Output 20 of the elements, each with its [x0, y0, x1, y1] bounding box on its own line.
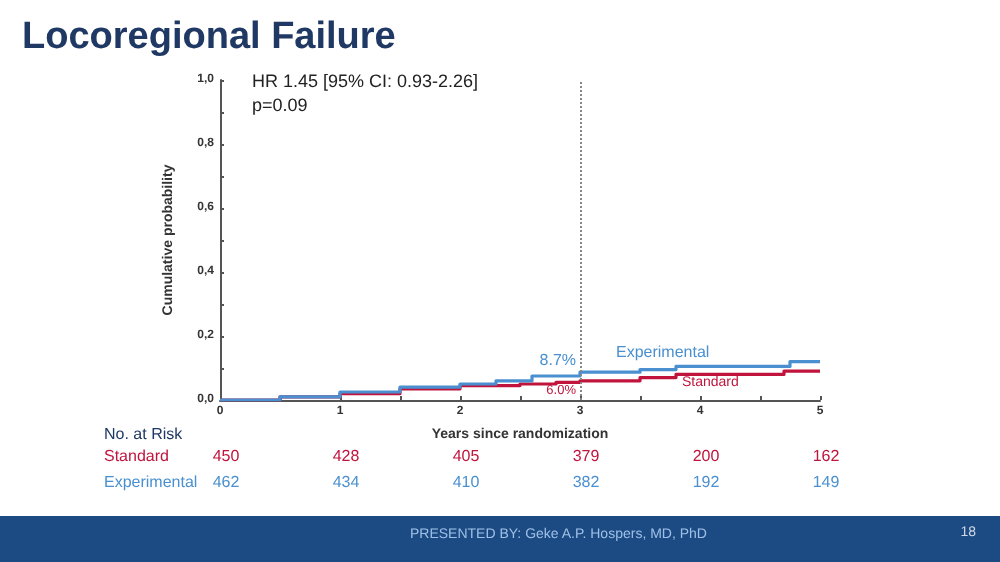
text: 434 [332, 473, 361, 491]
text: 405 [452, 447, 481, 465]
text: 450 [212, 447, 241, 465]
annotation: p=0.09 [252, 95, 308, 115]
text: 162 [812, 447, 841, 465]
text: Experimental [104, 473, 198, 491]
text: 192 [692, 473, 721, 491]
text: 200 [692, 447, 721, 465]
text: No. at Risk [104, 425, 185, 443]
text: 149 [812, 473, 841, 491]
text: 379 [572, 447, 601, 465]
text: 410 [452, 473, 481, 491]
text: 428 [332, 447, 361, 465]
annotation: HR 1.45 [95% CI: 0.93-2.26] [252, 71, 479, 91]
annotation: 8.7% [539, 351, 576, 370]
text: 382 [572, 473, 601, 491]
text: 462 [212, 473, 241, 491]
chart-title: Locoregional Failure [22, 16, 396, 58]
text: Standard [104, 447, 169, 465]
series-label: Experimental [616, 343, 710, 362]
